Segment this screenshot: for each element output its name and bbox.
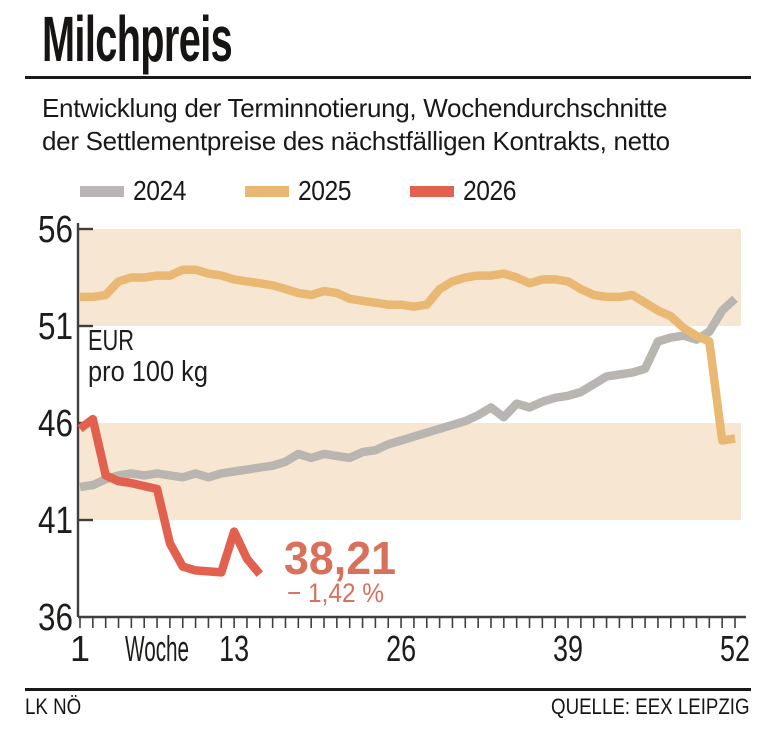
legend-label-2026: 2026 xyxy=(463,175,517,206)
legend-item-2024: 2024 xyxy=(80,175,193,206)
series-2025-line xyxy=(80,265,736,445)
x-axis: 1 13 26 39 52 Woche xyxy=(70,615,750,669)
y-axis-label: 41 xyxy=(38,500,73,542)
legend-swatch-2025 xyxy=(245,185,289,197)
footer-credit: LK NÖ xyxy=(25,694,82,719)
x-axis-title: Woche xyxy=(125,628,189,669)
unit-label-line-1: EUR xyxy=(88,325,134,357)
legend-item-2025: 2025 xyxy=(245,175,358,206)
legend-swatch-2024 xyxy=(80,185,124,197)
subtitle-line-1: Entwicklung der Terminnotierung, Wochend… xyxy=(42,93,668,123)
last-value-number: 38,21 xyxy=(284,532,396,584)
legend-item-2026: 2026 xyxy=(410,175,523,206)
y-axis-label: 36 xyxy=(38,597,73,639)
subtitle-line-2: der Settlementpreise des nächstfälligen … xyxy=(42,126,670,156)
chart-subtitle: Entwicklung der Terminnotierung, Wochend… xyxy=(42,92,670,158)
chart-legend: 2024 2025 2026 xyxy=(0,175,774,206)
footer-source: QUELLE: EEX LEIPZIG xyxy=(551,694,750,719)
last-value-label: 38,21− 1,42 % xyxy=(284,532,396,608)
x-axis-label: 52 xyxy=(720,628,750,669)
x-axis-label: 13 xyxy=(219,628,249,669)
page-title: Milchpreis xyxy=(42,3,233,75)
last-value-change: − 1,42 % xyxy=(287,578,384,608)
footer-divider xyxy=(25,688,751,691)
legend-label-2025: 2025 xyxy=(298,175,352,206)
series-2024-line xyxy=(79,295,738,492)
x-axis-label: 26 xyxy=(386,628,416,669)
x-axis-label: 39 xyxy=(553,628,583,669)
y-axis-label: 56 xyxy=(38,209,73,251)
x-axis-label: 1 xyxy=(70,628,90,669)
unit-label-line-2: pro 100 kg xyxy=(88,356,208,388)
y-axis: 36 41 46 51 56 xyxy=(38,209,93,639)
y-axis-label: 51 xyxy=(38,306,73,348)
legend-swatch-2026 xyxy=(410,185,454,197)
header-divider xyxy=(25,76,751,79)
legend-label-2024: 2024 xyxy=(133,175,187,206)
price-band xyxy=(78,229,741,326)
series-2026-line xyxy=(77,414,264,577)
y-axis-label: 46 xyxy=(38,403,73,445)
